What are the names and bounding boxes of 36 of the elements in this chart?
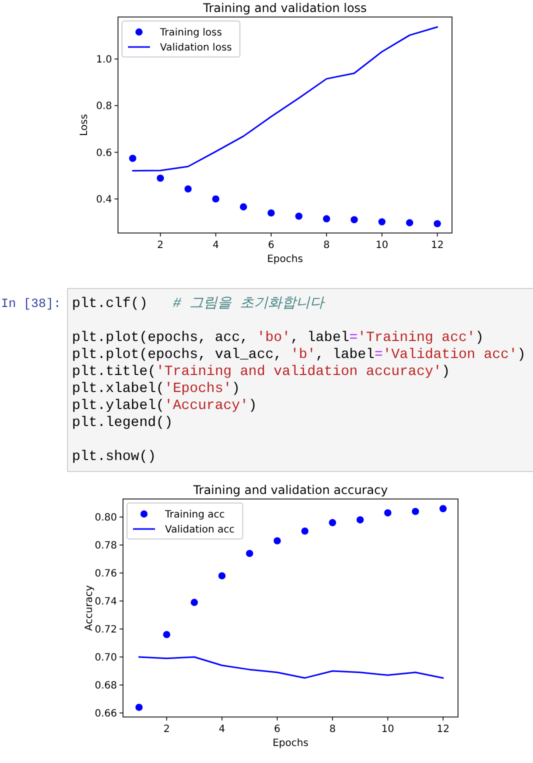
y-tick-label: 0.78	[94, 540, 117, 552]
x-tick-label: 2	[157, 240, 164, 251]
y-axis-title: Accuracy	[84, 585, 95, 631]
y-axis-title: Loss	[79, 114, 90, 136]
x-tick-label: 4	[218, 724, 226, 735]
legend-label: Training acc	[164, 510, 225, 520]
y-tick-label: 0.74	[94, 596, 117, 608]
chart-title: Training and validation accuracy	[192, 483, 388, 497]
x-tick-label: 10	[376, 240, 388, 251]
x-tick-label: 10	[381, 724, 394, 735]
y-tick-label: 0.80	[94, 512, 117, 524]
x-tick-label: 8	[323, 240, 330, 251]
x-tick-label: 6	[274, 724, 280, 735]
x-tick-label: 8	[329, 724, 336, 735]
y-tick-label: 0.8	[96, 101, 112, 112]
x-tick-label: 6	[268, 240, 274, 251]
chart-title: Training and validation loss	[202, 1, 367, 15]
x-axis-title: Epochs	[272, 738, 308, 749]
y-tick-label: 0.6	[96, 148, 112, 159]
prompt: In [38]:	[1, 297, 62, 311]
text: plt.clf() # 그림을 초기화합니다 plt.plot(epochs, acc, 'bo', label='Training acc') plt.plot(epochs, val_acc, 'b', label='Validation acc') plt.title('Training and validation accuracy') plt.xlabel('Epochs') plt.ylabel('Accuracy') plt.legend() plt.show()	[72, 296, 526, 465]
x-tick-label: 2	[163, 724, 170, 735]
legend-label: Validation loss	[160, 42, 232, 54]
x-tick-label: 12	[430, 240, 444, 251]
legend-label: Validation acc	[165, 524, 235, 536]
x-axis-title: Epochs	[267, 254, 303, 265]
y-tick-label: 0.66	[94, 708, 117, 720]
y-tick-label: 0.4	[96, 194, 112, 206]
y-tick-label: 1.0	[96, 54, 112, 66]
legend-label: Training loss	[159, 28, 222, 38]
y-tick-label: 0.68	[94, 680, 117, 692]
x-tick-label: 12	[436, 724, 450, 735]
y-tick-label: 0.70	[94, 652, 117, 664]
y-tick-label: 0.76	[94, 568, 117, 580]
x-tick-label: 4	[212, 240, 219, 251]
y-tick-label: 0.72	[94, 624, 117, 636]
